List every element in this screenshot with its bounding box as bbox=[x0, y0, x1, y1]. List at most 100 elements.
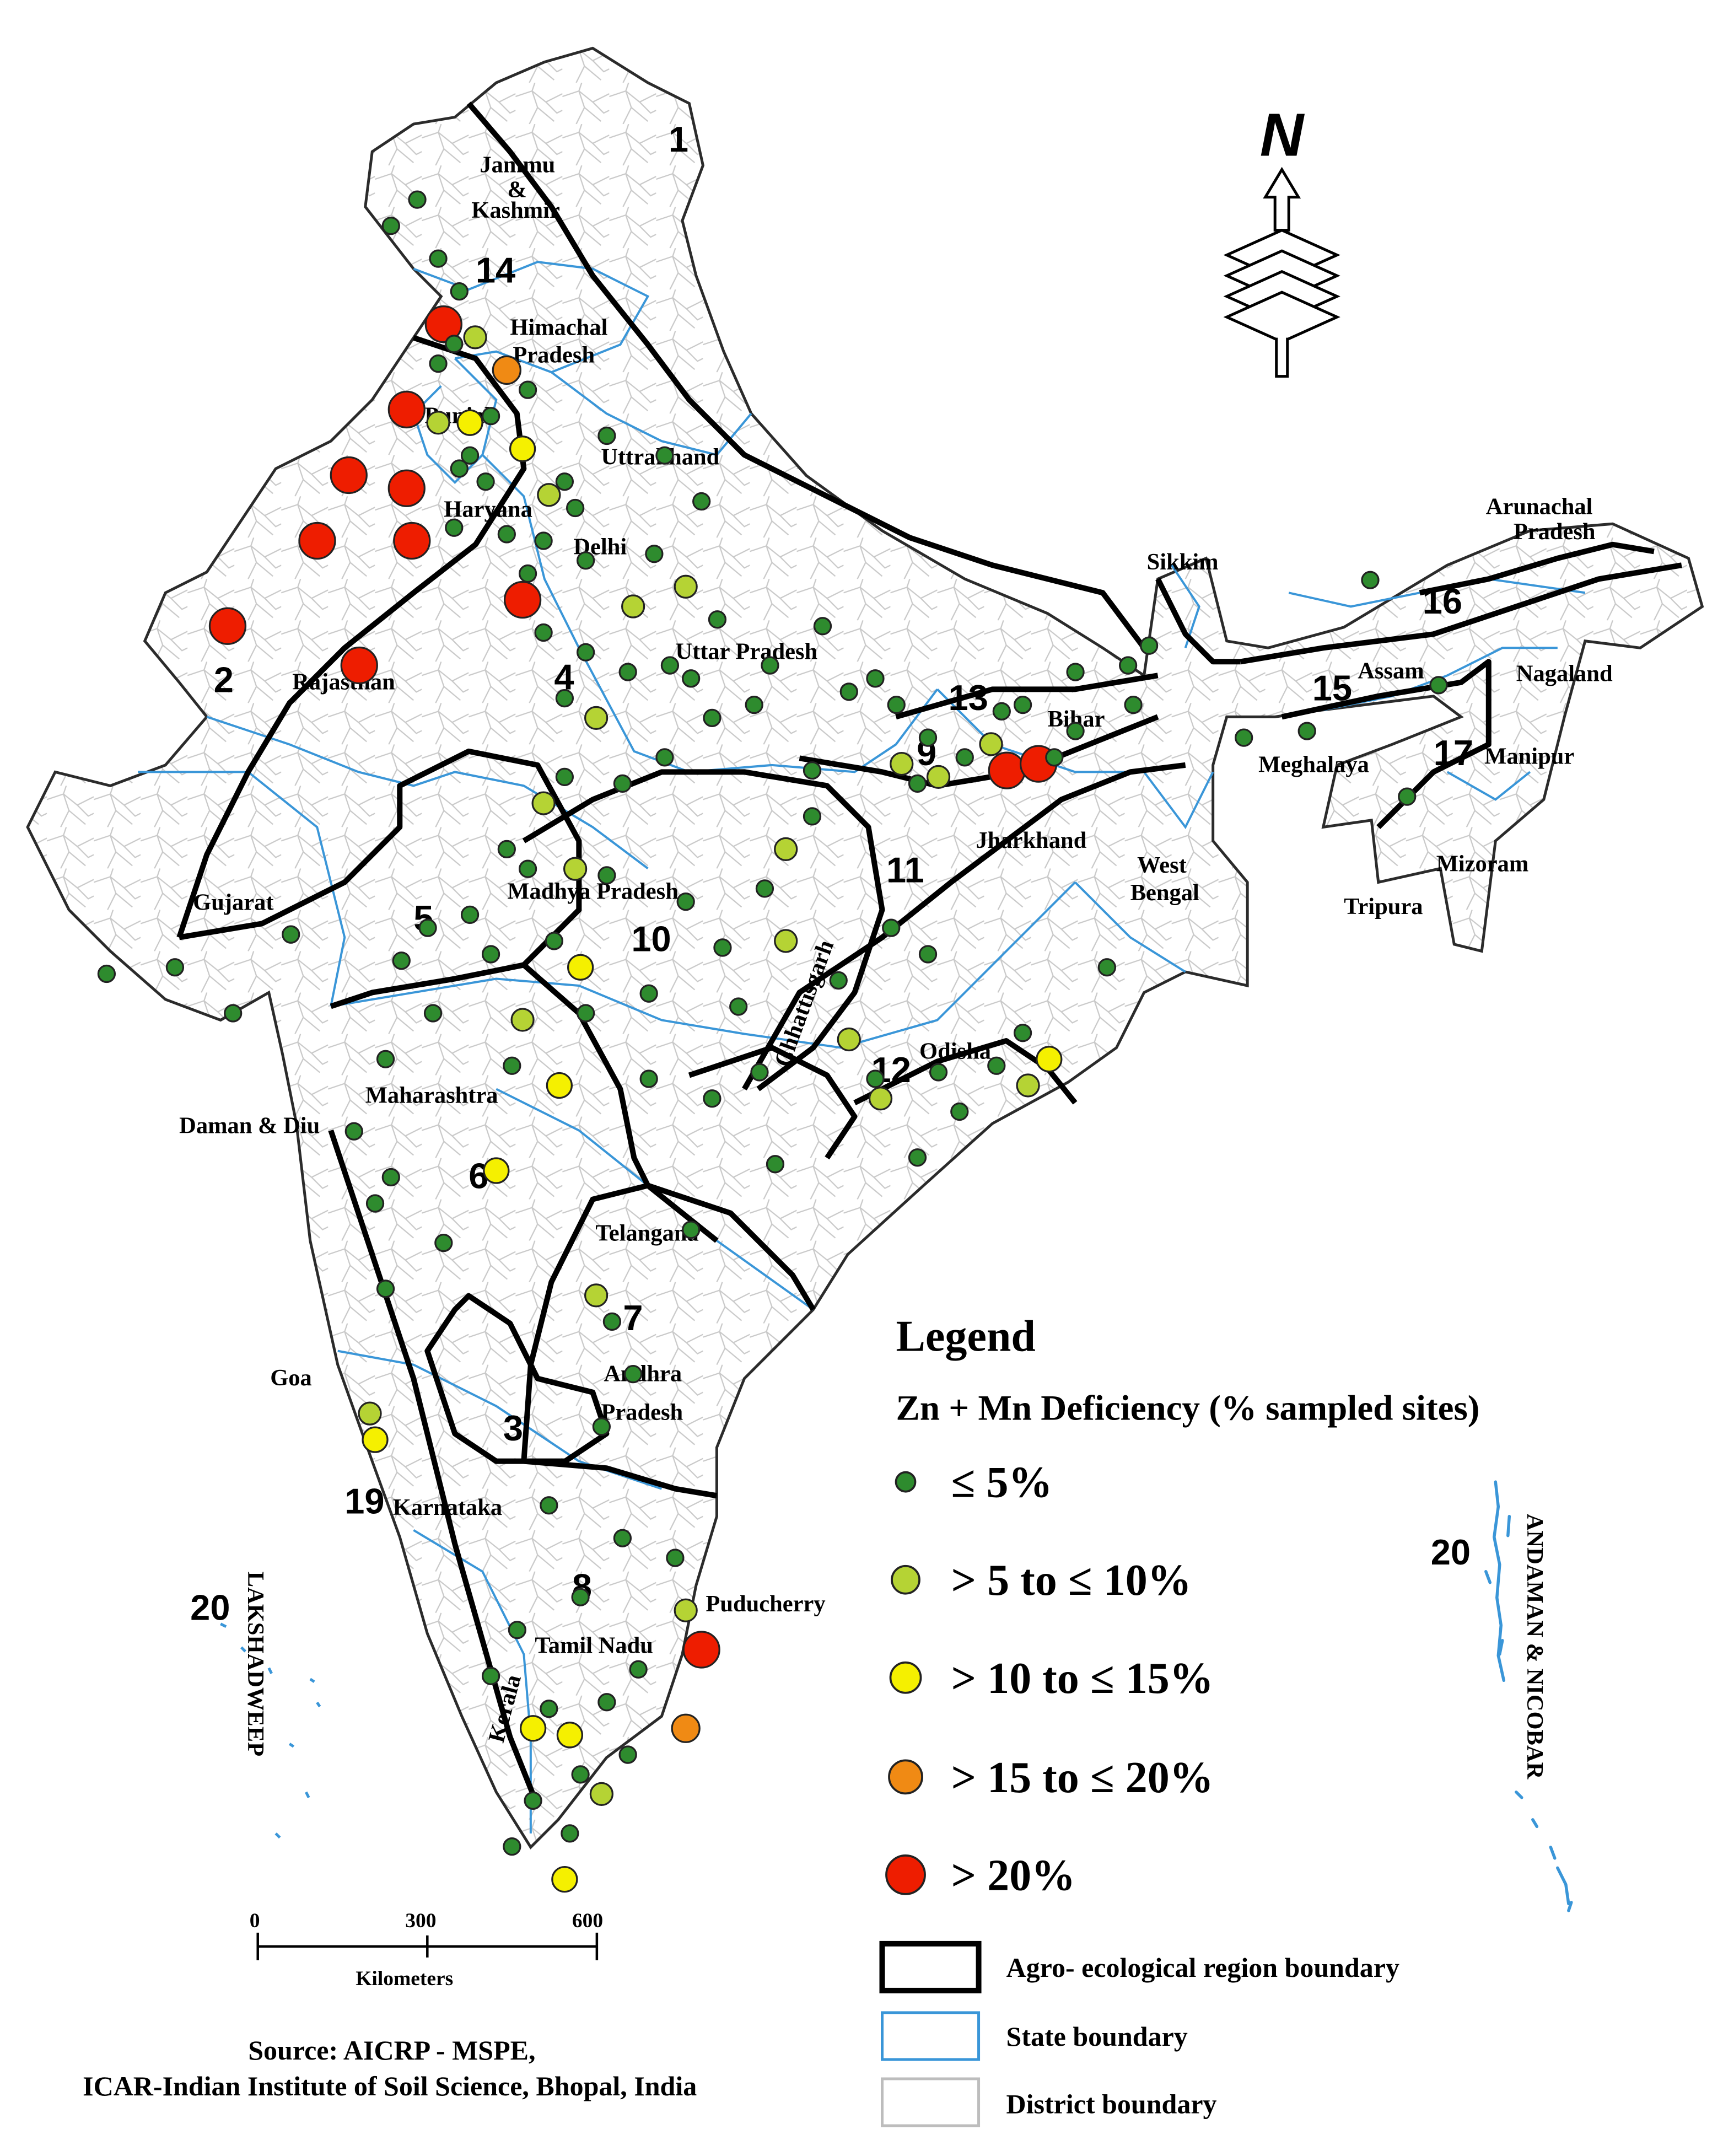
sample-site-marker bbox=[774, 837, 798, 862]
legend-boundary-label: State boundary bbox=[1006, 2021, 1188, 2052]
sample-site-marker bbox=[503, 580, 542, 619]
sample-site-marker bbox=[918, 728, 938, 747]
sample-site-marker bbox=[567, 954, 594, 981]
sample-site-marker bbox=[534, 531, 553, 550]
sample-site-marker bbox=[566, 498, 585, 518]
sample-site-marker bbox=[497, 525, 516, 544]
sample-site-marker bbox=[868, 1087, 893, 1111]
sample-site-marker bbox=[666, 1549, 685, 1567]
state-label: Madhya Pradesh bbox=[507, 878, 679, 904]
sample-site-marker bbox=[429, 354, 448, 373]
region-number: 11 bbox=[886, 850, 924, 890]
north-letter: N bbox=[1260, 101, 1305, 169]
sample-site-marker bbox=[890, 751, 914, 776]
sample-site-marker bbox=[624, 1365, 643, 1384]
legend-boundary-swatch bbox=[881, 2011, 981, 2061]
sample-site-marker bbox=[392, 951, 411, 970]
state-label: Himachal bbox=[510, 315, 607, 341]
sample-site-marker bbox=[518, 380, 537, 399]
sample-site-marker bbox=[708, 610, 727, 629]
sample-site-marker bbox=[576, 551, 595, 570]
sample-sites bbox=[97, 190, 1448, 1893]
sample-site-marker bbox=[979, 732, 1003, 756]
sample-site-marker bbox=[866, 1069, 885, 1088]
sample-site-marker bbox=[483, 1157, 510, 1184]
legend-class-label: > 20% bbox=[951, 1851, 1076, 1900]
scale-tick-label: 300 bbox=[405, 1910, 436, 1932]
sample-site-marker bbox=[381, 1168, 400, 1187]
sample-site-marker bbox=[1066, 722, 1085, 740]
sample-site-marker bbox=[660, 656, 680, 675]
sample-site-marker bbox=[165, 958, 185, 977]
sample-site-marker bbox=[537, 483, 561, 507]
sample-site-marker bbox=[445, 518, 464, 537]
legend-boundary-aer: Agro- ecological region boundary bbox=[879, 1940, 1399, 1993]
sample-site-marker bbox=[621, 594, 645, 619]
sample-site-marker bbox=[729, 997, 748, 1016]
legend-boundary-swatch bbox=[879, 1940, 982, 1993]
state-label: Bengal bbox=[1130, 880, 1199, 906]
region-number: 20 bbox=[1431, 1532, 1471, 1572]
sample-site-marker bbox=[555, 689, 574, 708]
sample-site-marker bbox=[1235, 728, 1253, 747]
sample-site-marker bbox=[589, 1782, 614, 1806]
sample-site-marker bbox=[381, 216, 400, 235]
state-label: Pradesh bbox=[1514, 519, 1596, 545]
source-line-2: ICAR-Indian Institute of Soil Science, B… bbox=[83, 2071, 697, 2101]
sample-site-marker bbox=[613, 1529, 632, 1547]
state-label: Daman & Diu bbox=[179, 1113, 320, 1139]
state-label: Tripura bbox=[1344, 894, 1423, 920]
state-label: Uttar Pradesh bbox=[675, 638, 817, 664]
region-number: 16 bbox=[1423, 581, 1462, 621]
andaman-nicobar-islands bbox=[1484, 1480, 1573, 1912]
legend-boundary-swatch bbox=[881, 2077, 981, 2127]
state-label: Maharashtra bbox=[365, 1083, 498, 1109]
legend-swatch bbox=[891, 1564, 920, 1595]
sample-site-marker bbox=[362, 1426, 389, 1453]
source-line-1: Source: AICRP - MSPE, bbox=[248, 2035, 535, 2066]
legend-class-gt20: > 20% bbox=[885, 1851, 1076, 1900]
sample-site-marker bbox=[755, 879, 774, 898]
source-note: Source: AICRP - MSPE, ICAR-Indian Instit… bbox=[83, 2035, 697, 2101]
sample-site-marker bbox=[365, 1194, 385, 1213]
sample-site-marker bbox=[584, 706, 609, 730]
sample-site-marker bbox=[531, 791, 556, 815]
legend-subtitle: Zn + Mn Deficiency (% sampled sites) bbox=[896, 1389, 1480, 1428]
sample-site-marker bbox=[926, 765, 951, 789]
legend-title: Legend bbox=[896, 1313, 1036, 1361]
sample-site-marker bbox=[481, 945, 500, 964]
state-label: Karnataka bbox=[393, 1494, 502, 1520]
region-number: 2 bbox=[214, 659, 234, 700]
sample-site-marker bbox=[508, 1621, 526, 1639]
sample-site-marker bbox=[330, 456, 368, 494]
sample-site-marker bbox=[774, 929, 798, 953]
sample-site-marker bbox=[950, 1102, 969, 1121]
sample-site-marker bbox=[387, 390, 426, 429]
scale-unit: Kilometers bbox=[356, 1967, 453, 1990]
state-label: Puducherry bbox=[706, 1591, 825, 1617]
sample-site-marker bbox=[703, 1089, 721, 1108]
sample-site-marker bbox=[518, 564, 537, 583]
sample-site-marker bbox=[613, 774, 632, 793]
legend-boundary-state: State boundary bbox=[881, 2011, 1188, 2061]
sample-site-marker bbox=[450, 282, 469, 301]
sample-site-marker bbox=[597, 866, 616, 885]
legend-swatch bbox=[885, 1854, 926, 1895]
sample-site-marker bbox=[546, 1072, 573, 1099]
sample-site-marker bbox=[692, 492, 711, 511]
sample-site-marker bbox=[655, 748, 674, 767]
sample-site-marker bbox=[908, 774, 927, 793]
sample-site-marker bbox=[540, 1700, 558, 1718]
sample-site-marker bbox=[426, 411, 450, 435]
state-label: Jharkhand bbox=[976, 827, 1087, 853]
sample-site-marker bbox=[866, 669, 885, 688]
state-label: Sikkim bbox=[1147, 549, 1219, 575]
sample-site-marker bbox=[602, 1312, 622, 1331]
state-label: Odisha bbox=[919, 1038, 991, 1064]
sample-site-marker bbox=[97, 964, 116, 983]
sample-site-marker bbox=[510, 1008, 535, 1032]
sample-site-marker bbox=[908, 1148, 927, 1167]
sample-site-marker bbox=[992, 702, 1011, 721]
sample-site-marker bbox=[803, 761, 822, 780]
sample-site-marker bbox=[208, 607, 247, 645]
